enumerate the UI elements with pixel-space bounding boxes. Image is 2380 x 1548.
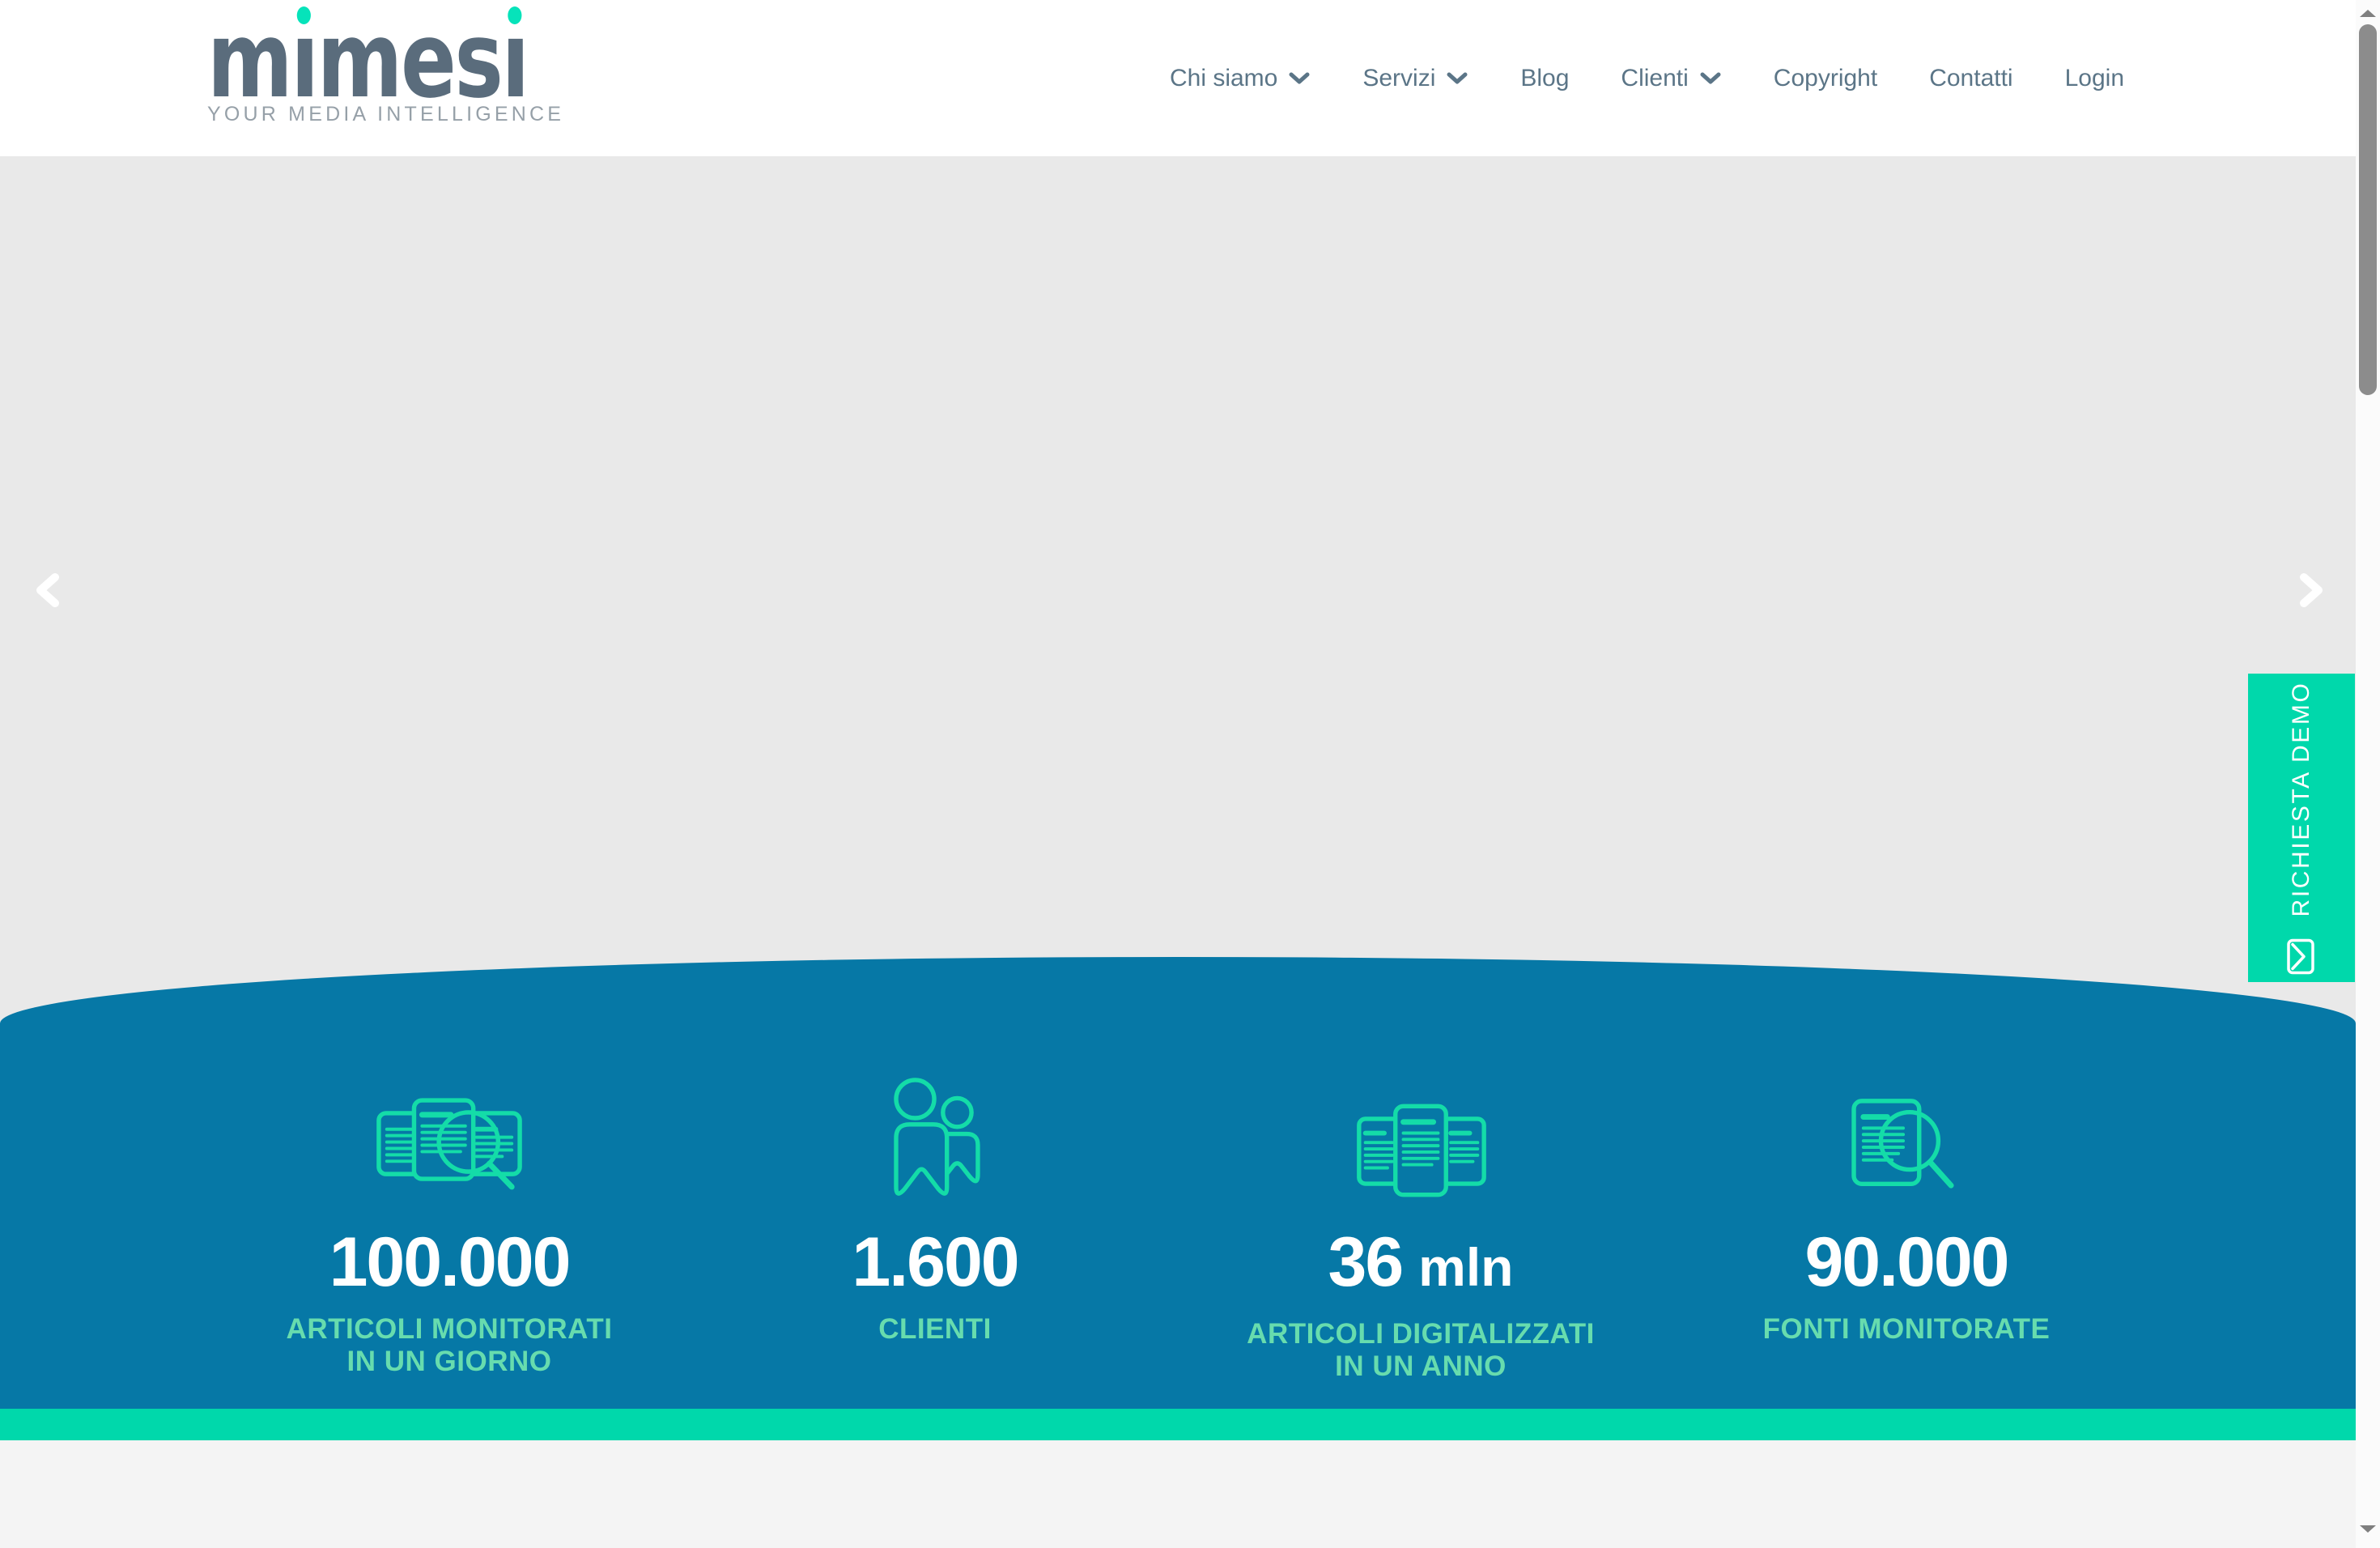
chevron-down-icon xyxy=(1446,71,1468,85)
stat-value: 90.000 xyxy=(1804,1223,2009,1301)
stat-label: FONTI MONITORATE xyxy=(1762,1313,2051,1345)
accent-stripe xyxy=(0,1409,2356,1440)
logo[interactable]: mımesı YOUR MEDIA INTELLIGENCE xyxy=(207,7,618,126)
stat-fonti-monitorate: 90.000 FONTI MONITORATE xyxy=(1664,1077,2149,1384)
nav-item-clienti[interactable]: Clienti xyxy=(1621,65,1721,92)
stat-value: 36 mln xyxy=(1328,1223,1514,1301)
below-fold-section xyxy=(0,1440,2356,1548)
stat-label: CLIENTI xyxy=(878,1313,992,1345)
chevron-left-icon xyxy=(31,571,66,610)
chevron-down-icon xyxy=(1288,71,1311,85)
articles-search-icon xyxy=(372,1077,526,1198)
site-header: mımesı YOUR MEDIA INTELLIGENCE Chi siamo… xyxy=(0,0,2380,156)
carousel-next-button[interactable] xyxy=(2293,571,2328,610)
clients-icon xyxy=(888,1077,982,1198)
chevron-right-icon xyxy=(2293,571,2328,610)
envelope-icon xyxy=(2284,938,2319,975)
nav-item-copyright[interactable]: Copyright xyxy=(1773,64,1878,91)
nav-item-contatti[interactable]: Contatti xyxy=(1929,64,2013,91)
stats-panel: 100.000 ARTICOLI MONITORATI IN UN GIORNO xyxy=(0,957,2356,1409)
stat-articoli-digitalizzati: 36 mln ARTICOLI DIGITALIZZATI IN UN ANNO xyxy=(1178,1077,1664,1384)
main-nav: Chi siamo Servizi Blog Clienti xyxy=(1170,0,2124,156)
nav-item-blog[interactable]: Blog xyxy=(1520,64,1570,91)
stats-row: 100.000 ARTICOLI MONITORATI IN UN GIORNO xyxy=(206,1077,2149,1384)
chevron-down-icon xyxy=(1699,71,1722,85)
richiesta-demo-button[interactable]: RICHIESTA DEMO xyxy=(2248,674,2355,982)
stat-articoli-monitorati: 100.000 ARTICOLI MONITORATI IN UN GIORNO xyxy=(206,1077,692,1384)
scrollbar-track[interactable] xyxy=(2356,0,2380,1548)
stat-value: 1.600 xyxy=(852,1223,1019,1301)
carousel-prev-button[interactable] xyxy=(31,571,66,610)
demo-ribbon-label: RICHIESTA DEMO xyxy=(2288,681,2314,916)
stat-clienti: 1.600 CLIENTI xyxy=(692,1077,1178,1384)
stat-label: ARTICOLI MONITORATI IN UN GIORNO xyxy=(286,1313,613,1378)
scrollbar-thumb[interactable] xyxy=(2359,24,2377,395)
sources-search-icon xyxy=(1846,1077,1967,1198)
scroll-up-button triangle-up-icon[interactable] xyxy=(2360,10,2376,17)
stat-label: ARTICOLI DIGITALIZZATI IN UN ANNO xyxy=(1247,1318,1595,1383)
scroll-down-button triangle-down-icon[interactable] xyxy=(2360,1525,2376,1533)
digitized-articles-icon xyxy=(1353,1077,1489,1198)
nav-item-servizi[interactable]: Servizi xyxy=(1362,65,1468,92)
logo-wordmark: mımesı xyxy=(207,0,529,121)
nav-item-chi-siamo[interactable]: Chi siamo xyxy=(1170,65,1311,92)
stat-value: 100.000 xyxy=(329,1223,572,1301)
nav-item-login[interactable]: Login xyxy=(2064,64,2124,91)
